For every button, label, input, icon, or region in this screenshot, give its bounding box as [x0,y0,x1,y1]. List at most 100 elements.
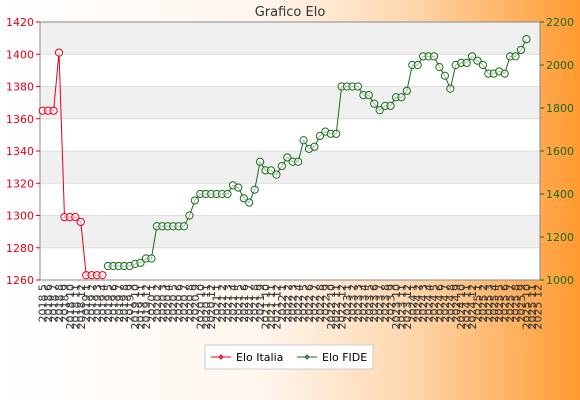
x-tick-label: 2024 2 [412,284,425,323]
x-tick-label: 2023 12 [401,284,414,330]
x-tick-label: 2022 3 [287,284,300,323]
x-tick-label: 2021 8 [249,284,262,323]
x-tick-label: 2023 11 [395,284,408,330]
x-tick-label: 2020 11 [200,284,213,330]
data-point-1 [500,69,509,78]
x-tick-label: 2023 3 [352,284,365,323]
x-tick-label: 2023 9 [385,284,398,323]
data-point-1 [375,106,384,115]
data-point-1 [386,101,395,110]
x-tick-label: 2024 5 [428,284,441,323]
x-tick-label: 2021 7 [243,284,256,323]
x-tick-label: 2022 11 [330,284,343,330]
x-tick-label: 2024 7 [439,284,452,323]
x-tick-label: 2025 4 [488,284,501,323]
x-tick-label: 2022 6 [303,284,316,323]
x-tick-label: 2025 10 [520,284,533,330]
x-tick-label: 2021 11 [265,284,278,330]
left-tick-label: 1320 [6,177,34,190]
data-point-1 [185,211,194,220]
data-point-1 [277,161,286,171]
x-tick-label: 2020 1 [145,284,158,323]
left-tick-label: 1280 [6,242,34,255]
x-tick-label: 2025 8 [510,284,523,323]
data-point-1 [239,194,248,203]
left-tick-label: 1400 [6,48,34,61]
data-point-1 [467,52,477,61]
x-tick-label: 2022 9 [319,284,332,323]
x-tick-label: 2024 12 [466,284,479,330]
right-tick-label: 2000 [546,59,574,72]
legend: Elo Italia Elo FIDE [204,344,374,370]
data-point-1 [245,198,254,207]
right-tick-label: 1200 [546,231,574,244]
x-tick-label: 2020 3 [156,284,169,323]
data-point-1 [283,153,292,162]
grid-band [40,215,540,248]
x-tick-label: 2025 6 [499,284,512,323]
x-tick-label: 2025 3 [482,284,495,323]
x-tick-label: 2023 4 [357,284,370,323]
x-tick-label: 2022 4 [292,284,305,323]
left-tick-label: 1300 [6,210,34,223]
data-point-1 [315,131,324,141]
data-point-1 [353,82,363,91]
x-tick-label: 2025 7 [504,284,517,323]
left-tick-label: 1380 [6,81,34,94]
data-point-1 [256,157,265,166]
data-point-1 [402,86,411,95]
x-tick-label: 2019 8 [118,284,131,323]
x-tick-label: 2021 2 [216,284,229,323]
x-tick-label: 2018 6 [42,284,55,323]
x-tick-label: 2019 11 [135,284,148,330]
x-tick-label: 2025 9 [515,284,528,323]
x-tick-label: 2020 2 [151,284,164,323]
data-point-1 [413,60,422,70]
x-tick-label: 2020 5 [167,284,180,323]
data-point-1 [266,166,276,175]
x-tick-label: 2019 7 [113,284,126,323]
right-tick-label: 2200 [546,16,574,29]
x-tick-label: 2025 11 [526,284,539,330]
x-tick-label: 2020 9 [189,284,202,323]
data-point-0 [71,213,80,222]
x-tick-label: 2022 5 [298,284,311,323]
x-tick-label: 2021 4 [227,284,240,323]
data-point-1 [250,185,259,194]
x-tick-label: 2022 8 [314,284,327,323]
x-tick-label: 2024 3 [417,284,430,323]
x-tick-label: 2023 1 [341,284,354,323]
x-tick-label: 2018 5 [37,284,50,323]
data-point-1 [332,129,341,138]
x-tick-label: 2021 12 [270,284,283,330]
data-point-0 [98,271,107,280]
data-point-1 [179,222,189,231]
x-tick-label: 2021 10 [260,284,273,330]
right-tick-label: 1600 [546,145,574,158]
x-tick-label: 2018 8 [53,284,66,323]
left-axis-ticks: 1260 1280 1300 1320 1340 1360 1380 1400 1420 [6,16,40,287]
data-point-1 [516,45,526,55]
x-tick-label: 2025 1 [472,284,485,323]
left-tick-label: 1360 [6,113,34,126]
x-tick-label: 2019 10 [129,284,142,330]
x-tick-label: 2024 4 [423,284,436,323]
x-tick-label: 2019 4 [97,284,110,323]
x-tick-label: 2019 6 [107,284,120,323]
data-point-1 [522,35,531,44]
data-point-0 [49,106,58,115]
legend-marker-italia [218,354,224,360]
x-tick-label: 2025 2 [477,284,490,323]
right-axis-ticks: 1000 1200 1400 1600 1800 2000 2200 [540,16,574,287]
data-point-1 [364,91,373,100]
legend-label-italia: Elo Italia [236,351,283,364]
data-point-1 [435,63,444,72]
chart-title: Grafico Elo [255,5,326,20]
x-tick-label: 2019 9 [124,284,137,323]
x-tick-label: 2018 10 [64,284,77,330]
data-point-1 [511,52,520,61]
x-tick-label: 2019 3 [91,284,104,323]
x-tick-label: 2022 2 [281,284,294,323]
